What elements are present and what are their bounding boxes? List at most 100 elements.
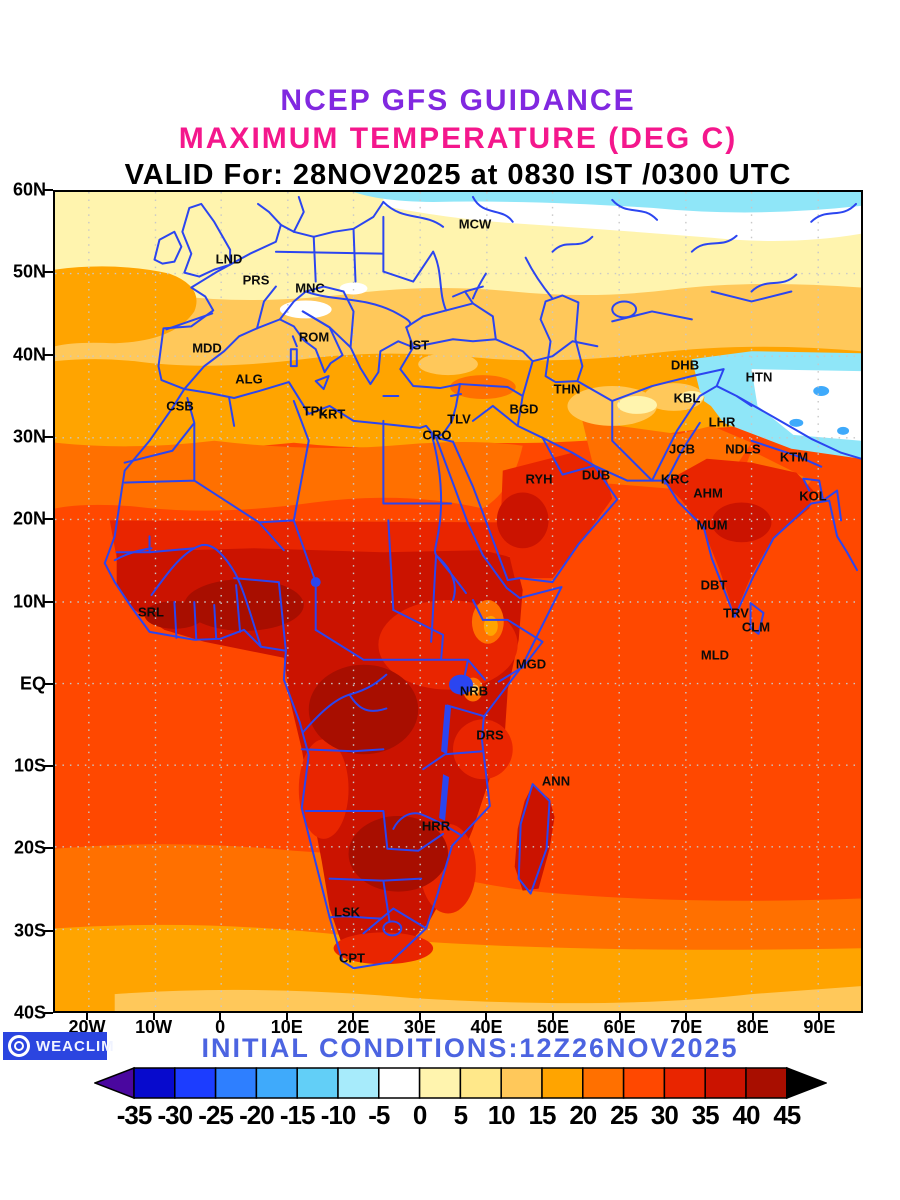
station-label-cro: CRO	[422, 427, 452, 443]
station-label-nrb: NRB	[459, 683, 489, 699]
colorbar-tick-label: 10	[487, 1100, 516, 1130]
station-label-mdd: MDD	[192, 340, 222, 356]
station-label-lsk: LSK	[334, 904, 360, 920]
lat-tick-label: 10N	[12, 591, 46, 611]
lon-tick-label: 10E	[270, 1017, 303, 1037]
lon-tick-mark	[219, 1013, 222, 1020]
station-label-cpt: CPT	[339, 950, 365, 966]
lat-tick-mark	[44, 765, 53, 768]
station-label-mnc: MNC	[295, 280, 325, 296]
station-label-htn: HTN	[745, 369, 773, 385]
lon-tick-mark	[685, 1013, 688, 1020]
initial-conditions-line: INITIAL CONDITIONS:12Z26NOV2025	[201, 1033, 739, 1063]
colorbar-tick-label: 15	[528, 1100, 557, 1130]
temperature-colorbar	[92, 1066, 828, 1100]
station-label-drs: DRS	[476, 727, 504, 743]
lon-tick-label: 60E	[603, 1017, 636, 1037]
colorbar-tick-label: -30	[157, 1100, 194, 1130]
colorbar-segment	[418, 1067, 462, 1099]
station-label-tlv: TLV	[447, 411, 471, 427]
colorbar-segment	[133, 1067, 176, 1099]
station-label-ktm: KTM	[779, 449, 809, 465]
colorbar-segment	[663, 1067, 706, 1099]
weaclim-logo-text: WEACLIM	[36, 1037, 115, 1055]
lon-tick-label: 10W	[135, 1017, 173, 1037]
colorbar-tick-label: 5	[453, 1100, 469, 1130]
lon-tick-mark	[552, 1013, 555, 1020]
station-label-ryh: RYH	[525, 471, 553, 487]
station-label-mum: MUM	[696, 517, 728, 533]
colorbar-segment	[500, 1067, 543, 1099]
lat-tick-label: 30S	[13, 920, 46, 941]
station-label-ndls: NDLS	[725, 441, 761, 457]
lat-tick-mark	[44, 929, 53, 932]
lon-tick-mark	[352, 1013, 355, 1020]
lat-tick-label: 40S	[13, 1002, 46, 1023]
page-title: NCEP GFS GUIDANCE	[280, 84, 636, 117]
station-label-ahm: AHM	[693, 485, 723, 501]
station-label-thn: THN	[553, 381, 581, 397]
station-label-kol: KOL	[799, 488, 827, 504]
station-label-ann: ANN	[541, 773, 571, 789]
lat-tick-mark	[44, 518, 53, 521]
colorbar-left-arrow	[92, 1066, 135, 1100]
weaclim-logo-badge[interactable]: WEACLIM	[3, 1032, 114, 1060]
station-label-mgd: MGD	[515, 656, 547, 672]
lon-tick-label: 20E	[337, 1017, 370, 1037]
lon-tick-mark	[485, 1013, 488, 1020]
station-label-prs: PRS	[242, 272, 270, 288]
lat-tick-mark	[44, 435, 53, 438]
station-label-mld: MLD	[700, 647, 730, 663]
station-label-lnd: LND	[215, 251, 243, 267]
colorbar-tick-label: -15	[279, 1100, 316, 1130]
colorbar-tick-label: -25	[198, 1100, 234, 1130]
lat-tick-label: 10S	[13, 755, 46, 776]
station-label-dbt: DBT	[700, 577, 728, 593]
lon-tick-label: 30E	[403, 1017, 436, 1037]
lon-tick-mark	[86, 1013, 88, 1020]
station-label-dub: DUB	[581, 467, 611, 483]
colorbar-right-arrow	[786, 1066, 828, 1100]
colorbar-segment	[541, 1067, 584, 1099]
colorbar-tick-label: -5	[368, 1100, 390, 1130]
lon-tick-label: 90E	[803, 1017, 836, 1037]
lat-tick-label: 20N	[12, 508, 46, 529]
lat-tick-label: 20S	[13, 837, 46, 858]
page-subtitle: MAXIMUM TEMPERATURE (DEG C)	[178, 122, 738, 155]
station-label-kbl: KBL	[673, 390, 701, 406]
temperature-map-svg	[55, 192, 861, 1011]
map-canvas: MCW LND PRS MNC ROM MDD IST ALG CSB TPL KRT TLV BGD C…	[53, 190, 863, 1013]
lakes	[310, 577, 473, 821]
station-label-srl: SRL	[138, 604, 164, 620]
station-label-dhb: DHB	[670, 357, 700, 373]
colorbar-segment	[745, 1067, 788, 1099]
lat-tick-mark	[44, 847, 53, 850]
lon-tick-label: 40E	[470, 1017, 503, 1037]
colorbar-segment	[296, 1067, 339, 1099]
colorbar-segment	[459, 1067, 502, 1099]
lat-tick-mark	[44, 1012, 53, 1014]
lat-tick-mark	[44, 189, 53, 191]
lon-tick-mark	[152, 1013, 155, 1020]
station-label-bgd: BGD	[509, 401, 539, 417]
station-label-tpl: TPL	[302, 403, 328, 419]
lon-tick-mark	[618, 1013, 621, 1020]
lat-tick-label: EQ	[19, 673, 46, 694]
colorbar-segment	[255, 1067, 298, 1099]
colorbar-tick-label: 45	[773, 1100, 801, 1130]
lat-tick-label: 40N	[12, 344, 46, 365]
colorbar-tick-label: 25	[610, 1100, 638, 1130]
colorbar-tick-label: 20	[569, 1100, 597, 1130]
lon-tick-mark	[751, 1013, 754, 1020]
lat-tick-label: 50N	[12, 261, 46, 282]
station-label-hrr: HRR	[421, 818, 451, 834]
lat-tick-mark	[44, 600, 53, 603]
lon-tick-label: 50E	[537, 1017, 570, 1037]
colorbar-segment	[582, 1067, 625, 1099]
colorbar-tick-labels: -35 -30 -25 -20 -15 -10 -5 0 5 10 15 20 25 30 35 40 45	[94, 1100, 827, 1130]
colorbar-tick-label: 0	[412, 1100, 428, 1130]
colorbar-tick-label: 40	[732, 1100, 761, 1130]
station-label-krc: KRC	[660, 471, 690, 487]
station-label-rom: ROM	[298, 329, 330, 345]
